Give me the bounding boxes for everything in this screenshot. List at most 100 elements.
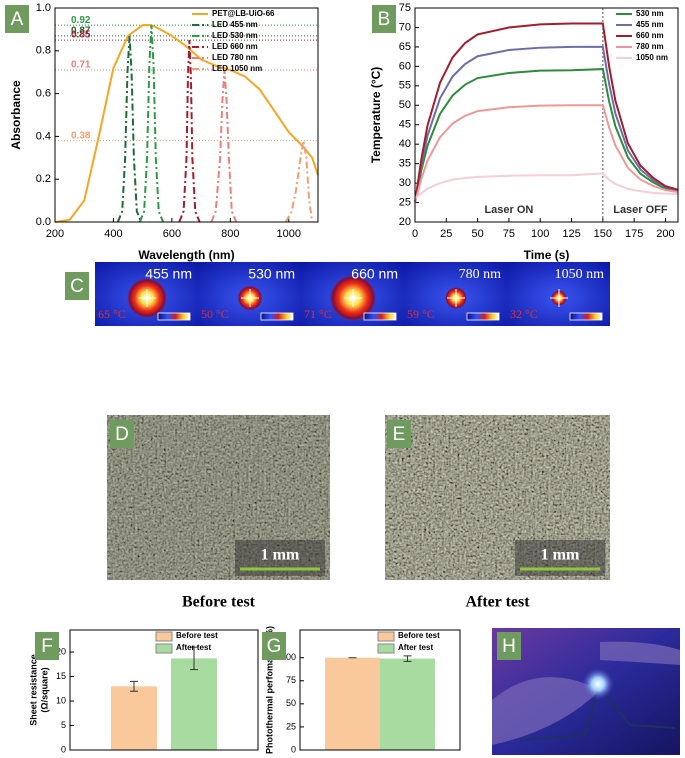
panel-label: G [267,636,282,657]
scale-bar-label: 1 mm [261,547,300,564]
y-tick-label: 20 [399,216,411,228]
panel-label: F [41,636,53,657]
x-tick-label: 25 [440,228,452,240]
y-tick-label: 15 [56,671,66,681]
plot-frame [299,629,461,751]
series-line [54,24,319,223]
wavelength-label: 530 nm [248,266,295,282]
y-tick-label: 0.2 [36,173,51,185]
caption: Before test [182,594,256,611]
y-axis-label: Photothermal perfomance (%) [264,626,274,754]
y-tick-label: 45 [399,119,411,131]
color-scale [363,312,397,321]
x-axis-label: Wavelength (nm) [138,248,234,262]
y-tick-label: 70 [399,21,411,33]
panel-label-box [5,5,29,33]
panel-label-box [65,272,89,300]
wavelength-label: 660 nm [351,266,398,282]
y-tick-label: 5 [61,720,66,730]
reference-label: 0.85 [71,30,91,41]
panel-label: A [11,9,24,30]
panel-label: D [115,424,129,445]
x-tick-label: 75 [503,228,515,240]
panel-label-box [110,420,134,448]
y-tick-label: 40 [399,138,411,150]
panel-label-box [35,632,59,660]
y-axis-label: Sheet resistance [28,654,38,726]
series-line [178,40,201,223]
wavelength-label: 1050 nm [555,267,605,282]
x-tick-label: 125 [562,228,580,240]
crosshair [447,289,465,307]
crosshair [550,289,568,307]
x-tick-label: 175 [625,228,643,240]
temperature-label: 59 °C [407,307,435,321]
legend-label: LED 455 nm [212,20,258,29]
legend-label: LED 660 nm [212,42,258,51]
wires [519,689,676,741]
legend-label: PET@LB-UiO-66 [212,9,275,18]
x-tick-label: 0 [412,228,418,240]
y-tick-label: 0 [61,744,66,754]
temperature-label: 71 °C [304,307,332,321]
bar [325,657,380,750]
panel-label: E [393,424,406,445]
panel-label-box [387,420,411,448]
crosshair [138,289,156,307]
temperature-label: 32 °C [510,307,538,321]
x-axis-label: Time (s) [524,248,570,262]
y-tick-label: 20 [56,646,66,656]
caption: After test [465,594,530,611]
panel-label-box [497,632,521,660]
legend-label: LED 530 nm [212,31,258,40]
y-tick-label: 75 [286,675,296,685]
y-tick-label: 0.4 [36,130,51,142]
color-scale [260,312,294,321]
y-tick-label: 30 [399,177,411,189]
legend-label: After test [398,643,433,652]
legend-label: Before test [176,631,218,640]
series-line [116,35,143,223]
bar [380,658,435,750]
y-tick-label: 65 [399,41,411,53]
y-tick-label: 0.0 [36,216,51,228]
y-tick-label: 55 [399,80,411,92]
y-tick-label: 25 [399,196,411,208]
wavelength-label: 780 nm [459,267,502,282]
reference-label: 0.71 [71,60,91,71]
annotation: Laser OFF [613,204,668,216]
x-tick-label: 100 [531,228,549,240]
y-tick-label: 75 [399,2,411,14]
y-tick-label: 0 [291,744,296,754]
y-tick-label: 1.0 [36,2,51,14]
y-tick-label: 100 [281,652,296,662]
color-scale [157,312,191,321]
y-tick-label: 10 [56,695,66,705]
series-line [414,22,679,203]
x-tick-label: 600 [163,228,181,240]
y-tick-label: 60 [399,60,411,72]
y-axis-label: (Ω/square) [39,667,49,712]
x-tick-label: 200 [46,228,64,240]
reference-label: 0.92 [71,15,91,26]
temperature-label: 50 °C [201,307,229,321]
panel-label: C [70,276,84,297]
x-tick-label: 200 [656,228,674,240]
led-glow [582,668,614,700]
legend-label: 780 nm [636,42,664,51]
crosshair [241,289,259,307]
legend-swatch [155,631,173,642]
panel-label: H [502,636,516,657]
reference-label: 0.87 [71,25,91,36]
legend-swatch [377,643,395,654]
y-axis-label: Temperature (°C) [369,67,383,164]
y-tick-label: 0.8 [36,45,51,57]
temperature-label: 65 °C [98,307,126,321]
series-line [414,45,679,203]
color-scale [569,312,603,321]
scale-bar-label: 1 mm [541,547,580,564]
panel-label-box [372,5,396,33]
series-line [138,25,165,223]
